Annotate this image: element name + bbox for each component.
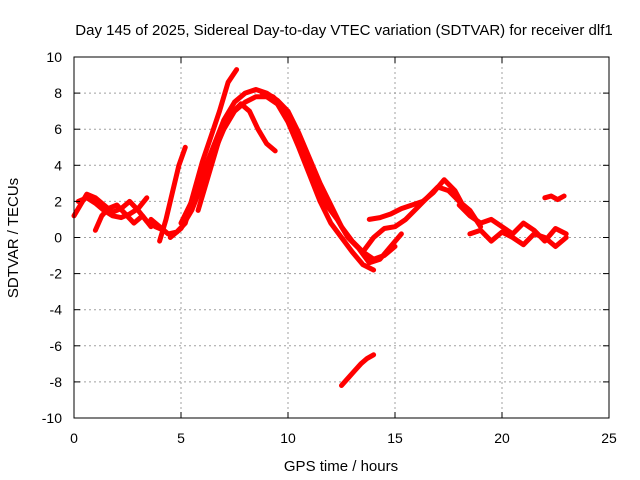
y-tick-label: 0 [54, 230, 62, 246]
satellite-track-9 [259, 90, 404, 266]
y-tick-label: -8 [50, 374, 63, 390]
satellite-track-10 [339, 352, 377, 388]
y-tick-label: -4 [50, 302, 63, 318]
y-axis-title: SDTVAR / TECUs [5, 178, 22, 298]
x-tick-label: 5 [177, 430, 185, 446]
satellite-track-12 [366, 177, 469, 222]
x-axis-title: GPS time / hours [284, 458, 398, 475]
tick-layer [73, 56, 610, 419]
y-tick-label: 8 [54, 85, 62, 101]
x-tick-label: 25 [601, 430, 617, 446]
y-tick-label: -6 [50, 338, 63, 354]
satellite-track-13 [456, 202, 569, 244]
satellite-track-15 [542, 193, 567, 203]
chart-title: Day 145 of 2025, Sidereal Day-to-day VTE… [75, 22, 612, 39]
y-tick-label: 6 [54, 121, 62, 137]
grid-layer [74, 57, 609, 418]
y-tick-label: 4 [54, 157, 62, 173]
y-tick-label: 2 [54, 193, 62, 209]
x-tick-label: 20 [494, 430, 510, 446]
satellite-track-3 [92, 202, 154, 233]
label-layer: 0 5 10 15 20 25 -10 -8 -6 -4 -2 0 2 4 6 8 10 [42, 49, 617, 446]
x-tick-label: 0 [70, 430, 78, 446]
y-tick-label: 10 [46, 49, 62, 65]
satellite-track-2 [75, 195, 150, 221]
x-tick-label: 15 [387, 430, 403, 446]
satellite-track-8 [195, 101, 278, 213]
x-tick-label: 10 [280, 430, 296, 446]
y-tick-label: -10 [42, 410, 62, 426]
satellite-track-6 [167, 94, 377, 273]
satellite-track-5 [157, 144, 188, 244]
y-tick-label: -2 [50, 266, 63, 282]
series-layer [71, 67, 569, 388]
satellite-track-14 [467, 227, 569, 249]
